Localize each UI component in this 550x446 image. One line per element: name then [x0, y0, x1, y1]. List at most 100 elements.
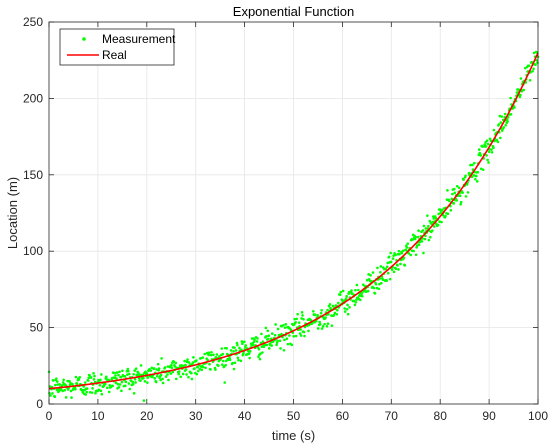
measurement-point — [318, 323, 322, 326]
measurement-point — [56, 383, 60, 386]
measurement-point — [159, 373, 163, 377]
measurement-point — [331, 304, 335, 308]
measurement-point — [87, 376, 90, 380]
measurement-point — [324, 316, 327, 319]
measurement-point — [177, 372, 181, 376]
measurement-point — [241, 342, 244, 345]
measurement-point — [461, 191, 464, 194]
measurement-point — [496, 140, 500, 144]
measurement-point — [235, 341, 239, 345]
measurement-point — [479, 167, 483, 171]
measurement-point — [330, 314, 333, 317]
measurement-point — [150, 366, 154, 370]
measurement-point — [145, 372, 149, 375]
measurement-point — [99, 389, 103, 393]
measurement-point — [345, 307, 349, 311]
measurement-point — [323, 322, 326, 326]
measurement-point — [133, 377, 137, 381]
measurement-point — [61, 389, 65, 393]
measurement-point — [299, 328, 302, 331]
measurement-point — [319, 311, 323, 315]
measurement-point — [55, 388, 59, 392]
measurement-point — [282, 348, 286, 352]
measurement-point — [139, 379, 142, 383]
measurement-point — [439, 211, 442, 214]
measurement-point — [196, 369, 200, 373]
measurement-point — [458, 194, 462, 198]
measurement-point — [444, 214, 447, 218]
measurement-point — [224, 359, 228, 363]
legend-box — [59, 28, 175, 66]
measurement-point — [481, 145, 484, 148]
measurement-point — [240, 340, 244, 343]
measurement-point — [343, 307, 346, 310]
measurement-point — [440, 208, 444, 212]
measurement-point — [123, 374, 127, 378]
measurement-point — [432, 217, 436, 220]
measurement-point — [427, 224, 430, 228]
measurement-point — [474, 178, 477, 181]
measurement-point — [244, 344, 248, 347]
measurement-point — [509, 113, 513, 116]
measurement-point — [498, 114, 502, 118]
measurement-point — [303, 334, 306, 338]
measurement-point — [473, 161, 476, 165]
measurement-point — [472, 173, 476, 177]
measurement-point — [346, 312, 350, 316]
x-tick-label: 40 — [238, 409, 252, 423]
measurement-point — [481, 168, 485, 171]
measurement-point — [455, 199, 459, 202]
measurement-point — [341, 289, 345, 293]
measurement-point — [258, 357, 262, 361]
measurement-point — [292, 335, 296, 338]
measurement-point — [94, 391, 97, 395]
measurement-point — [114, 381, 118, 385]
measurement-point — [527, 64, 531, 68]
measurement-point — [218, 355, 221, 358]
x-tick-label: 30 — [189, 409, 203, 423]
measurement-point — [387, 255, 391, 259]
measurement-point — [328, 302, 332, 306]
measurement-point — [115, 377, 118, 380]
measurement-point — [405, 246, 409, 249]
measurement-point — [469, 163, 472, 167]
real-line-layer — [48, 52, 539, 390]
legend: Measurement Real — [59, 28, 176, 66]
measurement-point — [391, 257, 395, 260]
measurement-point — [374, 282, 378, 286]
measurement-point — [184, 363, 187, 367]
measurement-point — [117, 373, 120, 377]
measurement-point — [446, 212, 450, 216]
measurement-point — [278, 339, 282, 343]
measurement-point — [275, 343, 278, 347]
measurement-point — [389, 260, 393, 264]
measurement-point — [82, 385, 86, 388]
measurement-point — [100, 392, 104, 396]
measurement-point — [325, 324, 329, 328]
measurement-point — [267, 334, 271, 338]
measurement-point — [448, 199, 451, 203]
measurement-point — [438, 220, 441, 223]
measurement-point — [159, 378, 162, 382]
measurement-point — [421, 229, 425, 232]
measurement-point — [60, 383, 64, 387]
measurement-point — [348, 306, 351, 309]
measurement-point — [528, 78, 532, 82]
measurement-point — [449, 209, 453, 212]
measurement-point — [344, 297, 348, 300]
measurement-point — [132, 372, 135, 376]
measurement-point — [206, 358, 209, 362]
measurement-point — [233, 346, 236, 349]
measurement-point — [92, 378, 96, 381]
measurement-point — [492, 128, 496, 132]
measurement-point — [464, 195, 468, 198]
measurement-point — [231, 361, 234, 365]
measurement-point — [400, 251, 404, 255]
measurement-point — [477, 148, 481, 151]
measurement-point — [201, 365, 205, 369]
measurement-point — [78, 375, 82, 379]
measurement-point — [260, 332, 263, 336]
measurement-point — [330, 324, 334, 327]
measurement-point — [423, 237, 427, 241]
y-tick-label: 150 — [23, 168, 43, 182]
